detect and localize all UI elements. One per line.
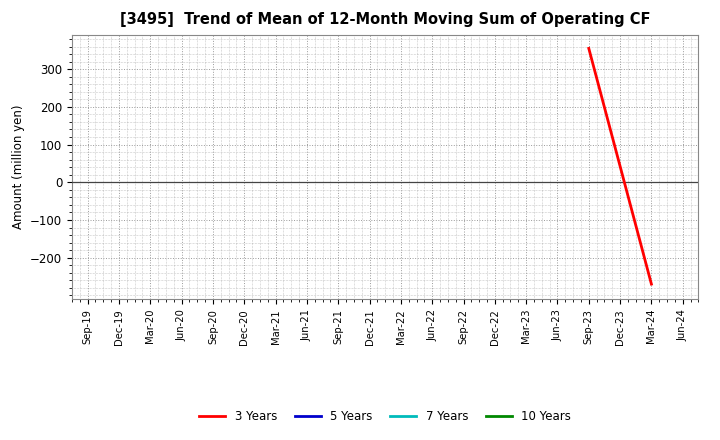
Y-axis label: Amount (million yen): Amount (million yen) xyxy=(12,105,24,229)
Title: [3495]  Trend of Mean of 12-Month Moving Sum of Operating CF: [3495] Trend of Mean of 12-Month Moving … xyxy=(120,12,650,27)
Legend: 3 Years, 5 Years, 7 Years, 10 Years: 3 Years, 5 Years, 7 Years, 10 Years xyxy=(194,405,576,428)
